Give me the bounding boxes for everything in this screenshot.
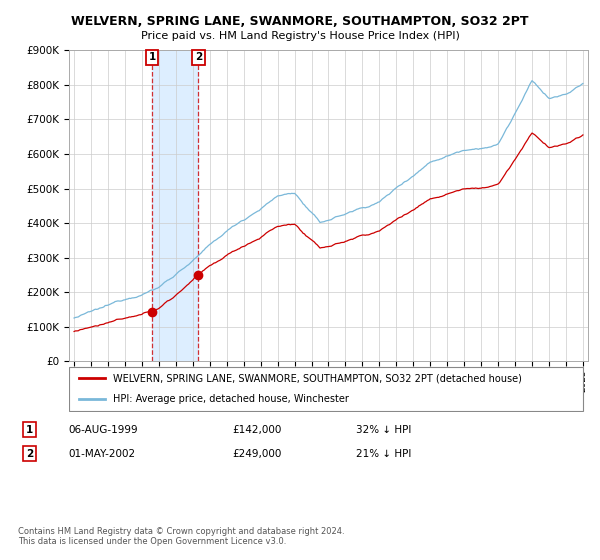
- Text: HPI: Average price, detached house, Winchester: HPI: Average price, detached house, Winc…: [113, 394, 349, 404]
- Text: Price paid vs. HM Land Registry's House Price Index (HPI): Price paid vs. HM Land Registry's House …: [140, 31, 460, 41]
- Text: 1: 1: [148, 52, 155, 62]
- FancyBboxPatch shape: [69, 367, 583, 410]
- Text: 2: 2: [195, 52, 202, 62]
- Text: WELVERN, SPRING LANE, SWANMORE, SOUTHAMPTON, SO32 2PT: WELVERN, SPRING LANE, SWANMORE, SOUTHAMP…: [71, 15, 529, 28]
- Text: 01-MAY-2002: 01-MAY-2002: [69, 449, 136, 459]
- Text: 21% ↓ HPI: 21% ↓ HPI: [356, 449, 412, 459]
- Text: 2: 2: [26, 449, 33, 459]
- Text: Contains HM Land Registry data © Crown copyright and database right 2024.
This d: Contains HM Land Registry data © Crown c…: [18, 526, 344, 546]
- Text: £142,000: £142,000: [232, 425, 281, 435]
- Text: 1: 1: [26, 425, 33, 435]
- Text: WELVERN, SPRING LANE, SWANMORE, SOUTHAMPTON, SO32 2PT (detached house): WELVERN, SPRING LANE, SWANMORE, SOUTHAMP…: [113, 373, 522, 383]
- Text: 06-AUG-1999: 06-AUG-1999: [69, 425, 139, 435]
- Text: 32% ↓ HPI: 32% ↓ HPI: [356, 425, 412, 435]
- Bar: [152, 50, 199, 361]
- Text: £249,000: £249,000: [232, 449, 281, 459]
